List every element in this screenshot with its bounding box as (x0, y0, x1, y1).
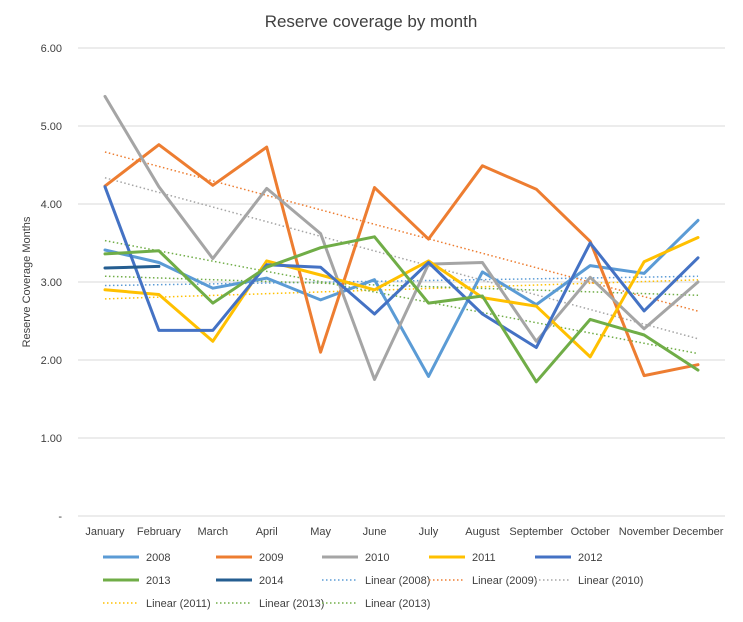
x-tick-label: May (310, 526, 331, 538)
x-tick-label: December (673, 526, 724, 538)
chart-title: Reserve coverage by month (265, 12, 478, 31)
legend-label: 2014 (259, 575, 283, 587)
x-tick-label: June (363, 526, 387, 538)
legend-label: Linear (2009) (472, 575, 537, 587)
gridlines (78, 47, 725, 517)
x-tick-label: January (85, 526, 125, 538)
legend-label: 2012 (578, 552, 602, 564)
legend-label: 2008 (146, 552, 170, 564)
legend-label: 2010 (365, 552, 389, 564)
y-tick-label: 3.00 (41, 277, 62, 289)
y-tick-label: 2.00 (41, 355, 62, 367)
series-line (103, 236, 700, 359)
series-line (103, 218, 700, 378)
x-tick-label: August (465, 526, 499, 538)
legend-label: Linear (2013) (259, 598, 324, 610)
series-line (103, 235, 700, 384)
legend-label: 2009 (259, 552, 283, 564)
legend-label: Linear (2011) (146, 598, 211, 610)
legend-label: 2013 (146, 575, 170, 587)
y-tick-label: - (58, 511, 62, 523)
x-tick-label: July (419, 526, 439, 538)
trendline (104, 177, 699, 340)
trendline (104, 275, 699, 297)
x-tick-label: March (198, 526, 229, 538)
legend-label: Linear (2008) (365, 575, 430, 587)
y-tick-label: 1.00 (41, 433, 62, 445)
x-tick-label: April (256, 526, 278, 538)
trendline (104, 239, 699, 355)
data-series (103, 94, 700, 384)
x-tick-label: September (509, 526, 563, 538)
x-tick-label: October (571, 526, 610, 538)
series-line (103, 185, 700, 349)
y-tick-label: 5.00 (41, 121, 62, 133)
y-axis-label: Reserve Coverage Months (21, 216, 33, 347)
legend-label: 2011 (472, 552, 496, 564)
x-axis-ticks: January February March April May June July Augu… (85, 526, 723, 538)
series-line (103, 94, 700, 381)
series-line (103, 143, 700, 378)
y-axis-ticks: - 1.00 2.00 3.00 4.00 5.00 6.00 (41, 43, 63, 523)
legend-label: Linear (2010) (578, 575, 643, 587)
x-tick-label: November (619, 526, 670, 538)
x-tick-label: February (137, 526, 182, 538)
y-tick-label: 4.00 (41, 199, 62, 211)
y-tick-label: 6.00 (41, 43, 62, 55)
legend: 2008 2009 2010 2011 2012 2013 2014 Linear (2008… (103, 552, 643, 610)
trendline (104, 275, 699, 287)
legend-label: Linear (2013) (365, 598, 430, 610)
series-line (103, 264, 161, 270)
